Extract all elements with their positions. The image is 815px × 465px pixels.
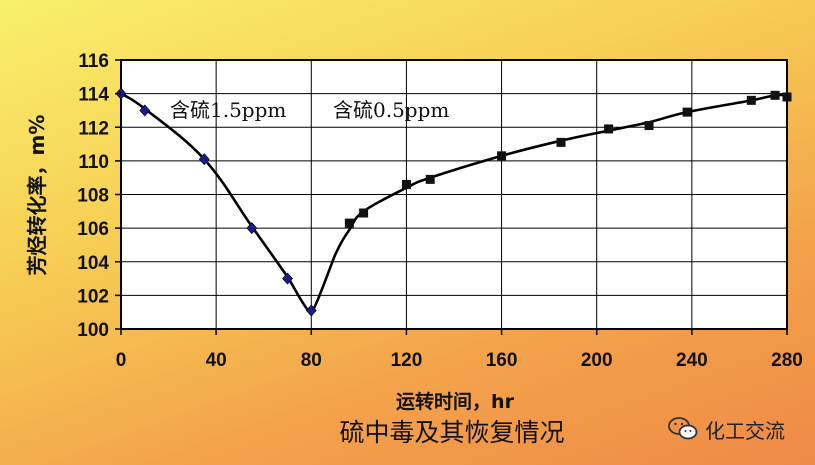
y-ticks: 100 102 104 106 108 110 112 114 116 [77,51,121,341]
data-point-square [682,107,692,117]
x-tick-label: 160 [486,350,518,371]
chart-caption: 硫中毒及其恢复情况 [339,418,564,447]
y-tick-label: 106 [77,219,109,240]
data-point-square [604,124,614,134]
data-point-square [425,174,435,184]
data-point-square [401,179,411,189]
x-axis-label: 运转时间，hr [396,390,515,413]
x-tick-label: 240 [676,350,708,371]
y-tick-label: 112 [78,118,109,139]
grid [121,60,787,329]
y-tick-label: 110 [78,152,109,173]
x-tick-label: 80 [301,350,322,371]
data-point-square [746,95,756,105]
x-tick-label: 120 [391,350,423,371]
data-point-square [497,151,507,161]
y-tick-label: 108 [77,186,109,207]
annotation-sulfur-1-5: 含硫1.5ppm [170,98,286,122]
data-point-square [556,137,566,147]
data-point-diamond [139,104,151,117]
data-point-square [359,208,369,218]
data-point-square [782,92,792,102]
x-tick-label: 0 [116,350,127,371]
wechat-icon [668,417,698,440]
data-point-square [344,218,354,228]
x-tick-label: 40 [206,350,227,371]
x-tick-label: 200 [581,350,613,371]
y-tick-label: 104 [77,253,109,274]
data-point-diamond [246,222,258,235]
y-tick-label: 100 [77,320,109,341]
data-point-diamond [282,272,293,285]
data-point-diamond [305,304,317,317]
watermark: 化工交流 [668,412,798,446]
data-point-square [644,121,654,131]
data-point-square [770,90,780,100]
x-ticks: 0 40 80 120 160 200 240 280 [116,329,803,371]
y-tick-label: 102 [77,286,109,307]
x-tick-label: 280 [771,350,803,371]
watermark-text: 化工交流 [705,418,785,443]
annotation-sulfur-0-5: 含硫0.5ppm [333,98,449,122]
y-axis-label: 芳烃转化率，m% [25,115,49,276]
y-tick-label: 116 [78,51,109,72]
y-tick-label: 114 [78,85,109,106]
data-points [115,87,792,317]
data-point-diamond [198,153,210,166]
